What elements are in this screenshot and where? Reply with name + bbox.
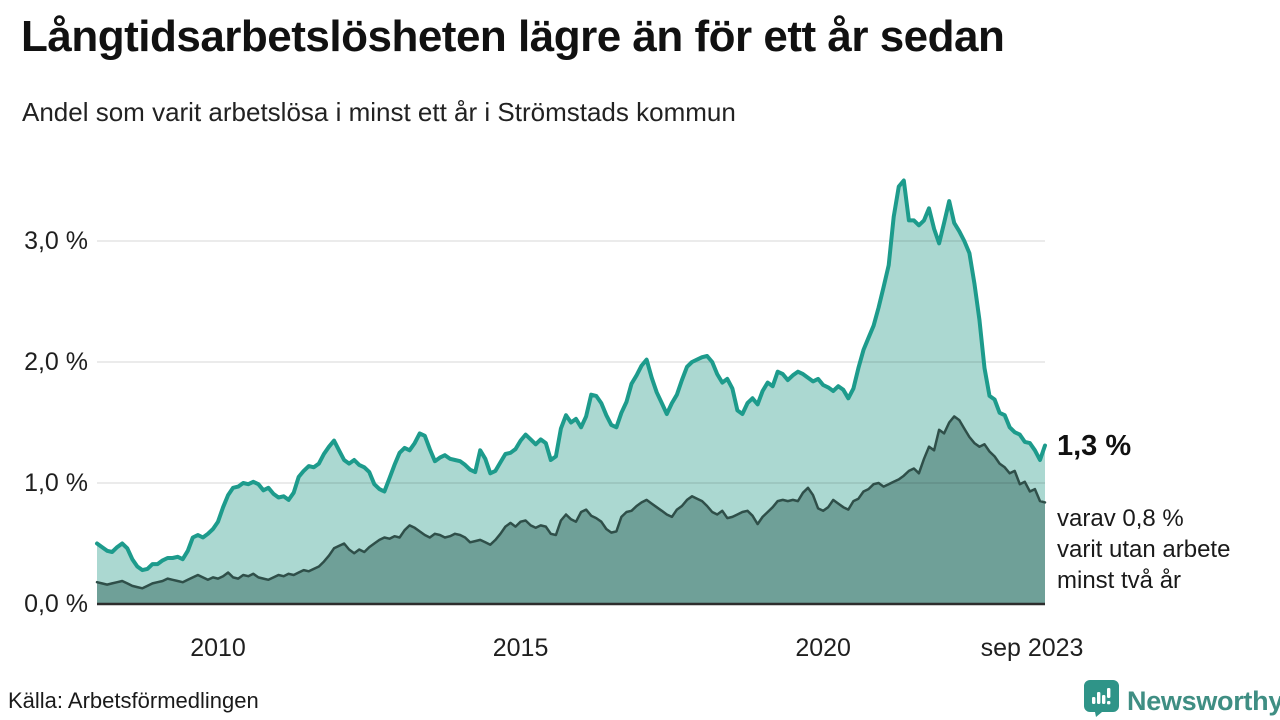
area-fill-min-two-years	[97, 416, 1045, 604]
brand-logo: Newsworthy	[1084, 680, 1280, 720]
y-tick-label: 2,0 %	[24, 348, 88, 376]
source-note: Källa: Arbetsförmedlingen	[8, 688, 259, 713]
secondary-annotation-line2: varit utan arbete	[1057, 536, 1231, 563]
x-tick-label: sep 2023	[980, 634, 1084, 662]
secondary-annotation-line3: minst två år	[1057, 567, 1182, 594]
end-value-annotation: 1,3 %	[1057, 430, 1132, 462]
brand-name: Newsworthy	[1127, 685, 1280, 716]
secondary-annotation: varav 0,8 % varit utan arbete minst två …	[1057, 503, 1230, 596]
x-tick-label: 2010	[190, 634, 246, 662]
line-min-one-year	[95, 178, 1047, 573]
chart-subtitle: Andel som varit arbetslösa i minst ett å…	[22, 97, 736, 127]
y-tick-label: 3,0 %	[24, 227, 88, 255]
secondary-annotation-line1: varav 0,8 %	[1057, 505, 1184, 532]
x-tick-label: 2020	[795, 634, 851, 662]
y-tick-label: 0,0 %	[24, 590, 88, 618]
line-min-two-years	[95, 415, 1047, 590]
y-tick-label: 1,0 %	[24, 469, 88, 497]
newsworthy-icon	[1084, 680, 1119, 720]
chart-title: Långtidsarbetslösheten lägre än för ett …	[21, 12, 1005, 61]
x-tick-label: 2015	[492, 634, 549, 662]
